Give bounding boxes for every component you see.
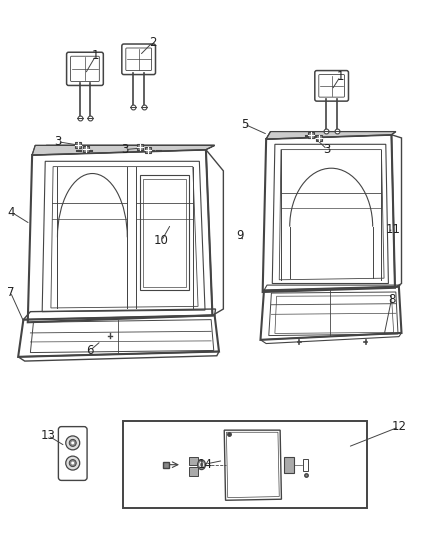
Text: 12: 12	[392, 421, 406, 433]
Text: 7: 7	[7, 286, 14, 298]
Bar	[285, 457, 294, 473]
Text: 1: 1	[337, 70, 344, 83]
Ellipse shape	[69, 439, 76, 446]
Bar	[123, 421, 367, 508]
Text: 8: 8	[388, 293, 395, 306]
Text: 2: 2	[149, 36, 156, 49]
Polygon shape	[266, 132, 396, 139]
Text: 4: 4	[8, 206, 15, 219]
Bar	[189, 457, 198, 465]
Bar	[189, 467, 198, 476]
Text: 14: 14	[198, 458, 212, 471]
Text: 13: 13	[40, 429, 55, 442]
Text: 3: 3	[324, 143, 331, 156]
Text: 1: 1	[92, 49, 99, 62]
Ellipse shape	[66, 456, 80, 470]
Ellipse shape	[71, 462, 74, 465]
Ellipse shape	[66, 436, 80, 450]
Text: 6: 6	[86, 344, 94, 357]
Ellipse shape	[71, 441, 74, 445]
Text: 3: 3	[121, 143, 129, 156]
Ellipse shape	[198, 459, 205, 470]
Polygon shape	[32, 146, 215, 155]
Text: 5: 5	[240, 118, 248, 131]
Text: 11: 11	[386, 223, 401, 236]
Text: 3: 3	[54, 135, 61, 148]
Bar	[303, 459, 308, 471]
Text: 10: 10	[154, 235, 169, 247]
Text: 9: 9	[236, 229, 244, 242]
Ellipse shape	[69, 459, 76, 466]
